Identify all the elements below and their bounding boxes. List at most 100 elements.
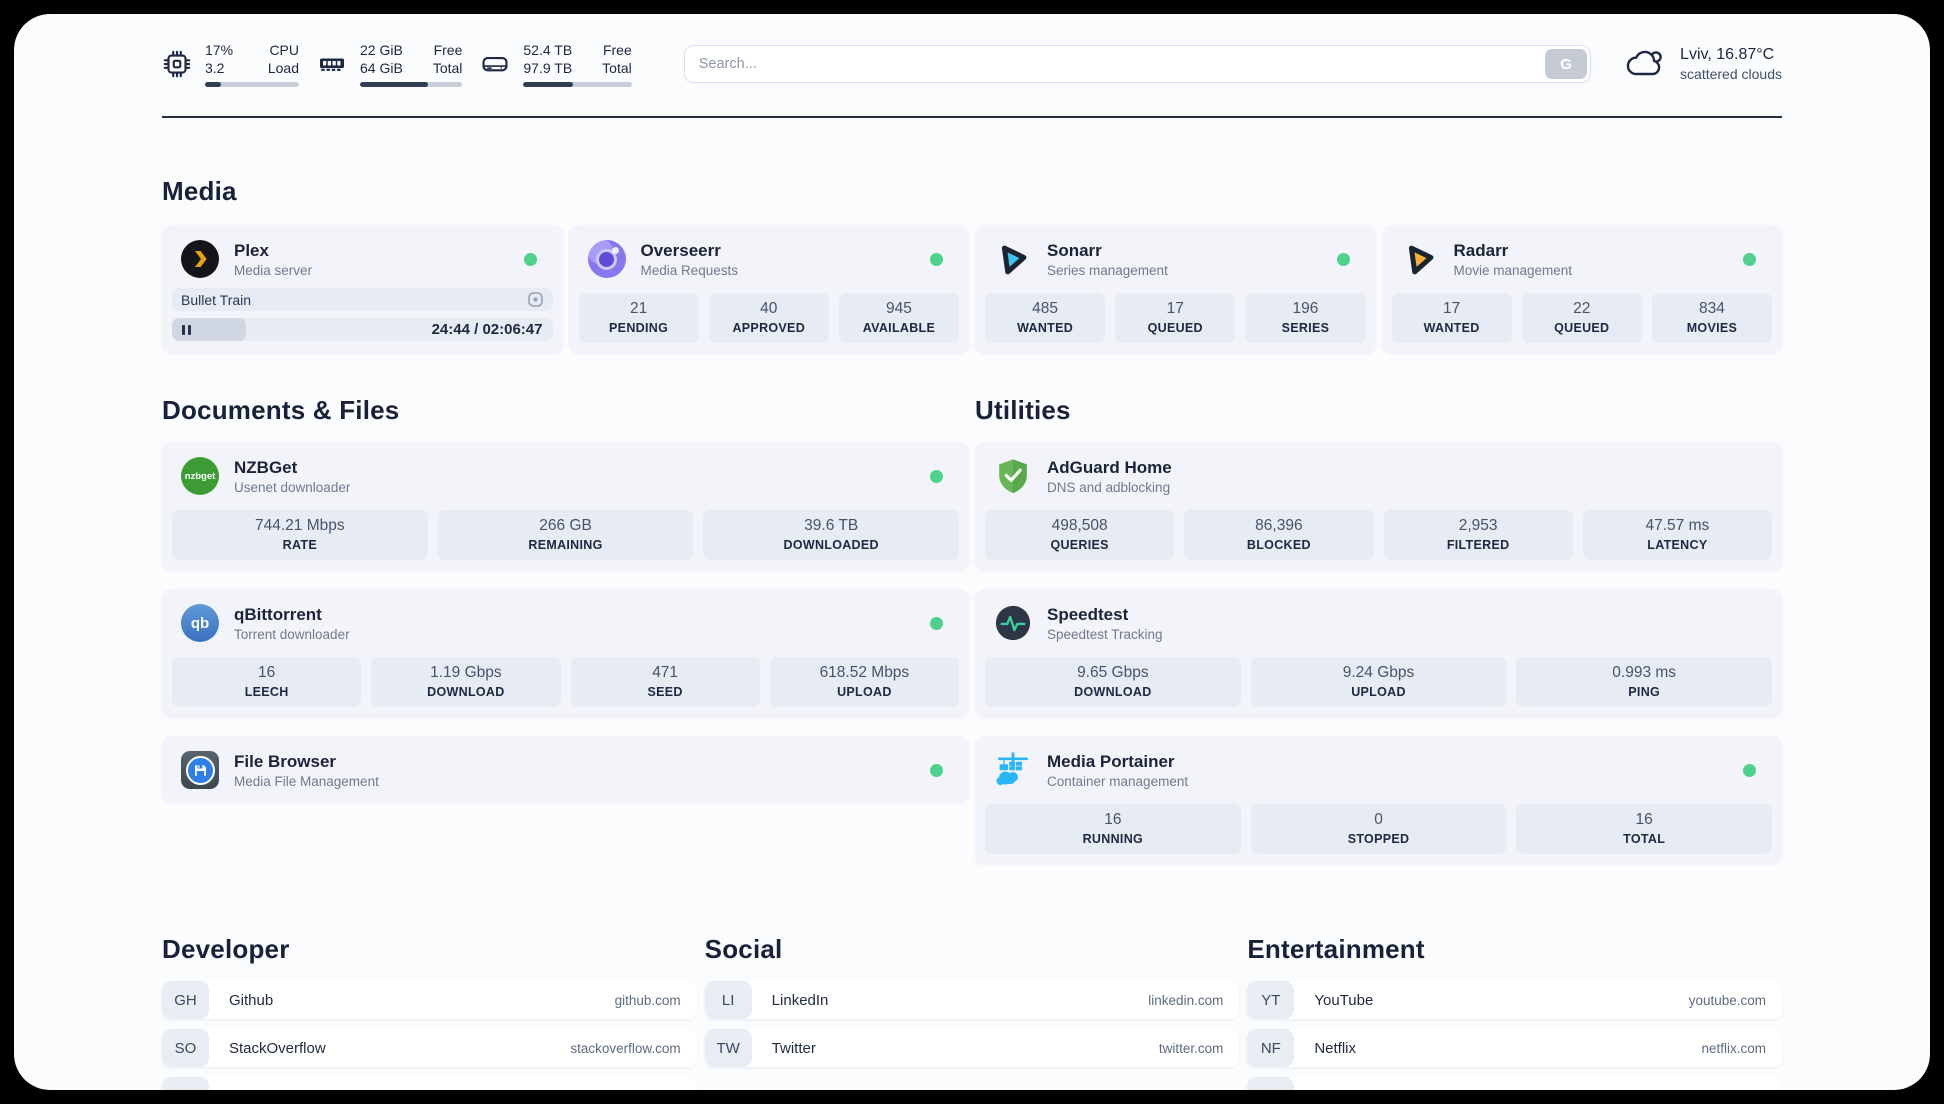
radarr-card[interactable]: Radarr Movie management 17 WANTED 22 QUE… (1381, 225, 1782, 353)
stat-ping: 0.993 ms PING (1516, 657, 1773, 707)
stat-leech: 16 LEECH (172, 657, 362, 707)
section-title-entertainment: Entertainment (1247, 934, 1425, 964)
app-description: Media Requests (640, 262, 739, 278)
cpu-icon (162, 49, 192, 79)
bookmark-name: DEV (229, 1088, 260, 1091)
stat-rate: 744.21 Mbps RATE (172, 510, 428, 560)
disk-total-value: 97.9 TB (523, 60, 573, 76)
memory-free-value: 22 GiB (360, 41, 403, 58)
plex-card[interactable]: Plex Media server Bullet Train (162, 225, 563, 353)
portainer-icon (993, 750, 1033, 790)
plex-icon (180, 239, 220, 279)
stat-running: 16 RUNNING (985, 804, 1241, 854)
app-name: Plex (234, 240, 269, 260)
app-description: Media server (234, 262, 313, 278)
bookmark-name: StackOverflow (229, 1039, 326, 1057)
cpu-progressbar (205, 82, 299, 88)
bookmark-twitter[interactable]: TW Twitter twitter.com (704, 1029, 1240, 1067)
radarr-icon (1400, 239, 1440, 279)
section-title-utilities: Utilities (975, 395, 1071, 425)
bookmark-abbr: GH (162, 981, 209, 1019)
status-dot-online (523, 252, 537, 266)
filebrowser-card[interactable]: File Browser Media File Management (162, 736, 969, 802)
playback-progress-fill (172, 318, 247, 341)
bookmark-youtube[interactable]: YT YouTube youtube.com (1247, 981, 1783, 1019)
bookmark-abbr: SO (162, 1029, 209, 1067)
status-dot-online (930, 763, 943, 777)
pause-icon (182, 324, 191, 335)
bookmark-reddit[interactable]: RE Reddit reddit.com (1247, 1077, 1783, 1091)
adguard-icon (993, 456, 1033, 496)
search-input[interactable] (683, 45, 1592, 83)
now-playing-row: Bullet Train (172, 288, 553, 311)
playback-time: 24:44 / 02:06:47 (431, 321, 543, 338)
stat-downloaded: 39.6 TB DOWNLOADED (703, 510, 960, 560)
bookmark-name: Netflix (1314, 1039, 1357, 1057)
status-dot-online (1743, 252, 1756, 266)
search-bar: G (683, 45, 1592, 83)
speedtest-card[interactable]: Speedtest Speedtest Tracking 9.65 Gbps D… (975, 589, 1782, 717)
bookmark-linkedin[interactable]: LI LinkedIn linkedin.com (704, 981, 1240, 1019)
top-bar: 17% 3.2 CPU Load (162, 36, 1782, 92)
disk-total-label: Total (602, 60, 632, 76)
speedtest-icon (993, 603, 1033, 643)
bookmark-url: youtube.com (1688, 992, 1767, 1008)
bookmark-stackoverflow[interactable]: SO StackOverflow stackoverflow.com (162, 1029, 697, 1067)
section-title-social: Social (704, 934, 783, 964)
section-title-media: Media (162, 176, 237, 206)
app-name: NZBGet (234, 457, 298, 477)
search-provider-button[interactable]: G (1545, 49, 1588, 79)
bookmark-url: github.com (614, 992, 681, 1008)
playback-progress-row: 24:44 / 02:06:47 (172, 318, 553, 341)
app-description: Series management (1047, 262, 1168, 278)
weather-widget: Lviv, 16.87°C scattered clouds (1625, 45, 1782, 84)
stat-series: 196 SERIES (1245, 293, 1366, 343)
portainer-card[interactable]: Media Portainer Container management 16 … (975, 736, 1782, 864)
status-dot-online (930, 252, 943, 266)
cpu-widget: 17% 3.2 CPU Load (162, 41, 299, 88)
bookmark-url: stackoverflow.com (570, 1040, 681, 1056)
bookmark-abbr: NF (1247, 1029, 1295, 1067)
bookmark-name: LinkedIn (771, 991, 829, 1009)
app-name: Overseerr (640, 240, 721, 260)
sonarr-icon (993, 239, 1033, 279)
cpu-load-label: Load (267, 60, 299, 76)
status-dot-online (1743, 763, 1756, 777)
bookmark-name: Reddit (1314, 1088, 1357, 1091)
bookmark-url: linkedin.com (1148, 992, 1224, 1008)
disk-widget: 52.4 TB 97.9 TB Free Total (480, 41, 632, 88)
bookmark-netflix[interactable]: NF Netflix netflix.com (1247, 1029, 1783, 1067)
stat-remaining: 266 GB REMAINING (437, 510, 694, 560)
filebrowser-icon (180, 750, 220, 790)
app-name: Radarr (1453, 240, 1509, 260)
bookmark-name: Twitter (771, 1039, 816, 1057)
app-name: qBittorrent (234, 604, 322, 624)
nzbget-icon: nzbget (180, 456, 220, 496)
stat-download: 9.65 Gbps DOWNLOAD (985, 657, 1241, 707)
section-title-developer: Developer (162, 934, 290, 964)
stat-wanted: 17 WANTED (1391, 293, 1512, 343)
status-dot-online (1336, 252, 1350, 266)
bookmark-abbr: LI (704, 981, 752, 1019)
stat-queued: 22 QUEUED (1521, 293, 1642, 343)
bookmark-dev[interactable]: DT DEV dev.to (162, 1077, 697, 1090)
status-dot-online (930, 616, 943, 630)
qbittorrent-card[interactable]: qb qBittorrent Torrent downloader 16 LEE… (162, 589, 969, 717)
cpu-load-value: 3.2 (205, 60, 225, 76)
stat-latency: 47.57 ms LATENCY (1582, 510, 1772, 560)
memory-total-value: 64 GiB (360, 60, 403, 76)
stat-filtered: 2,953 FILTERED (1383, 510, 1573, 560)
memory-total-label: Total (432, 60, 463, 76)
video-view-icon[interactable] (527, 291, 544, 308)
app-name: Sonarr (1047, 240, 1102, 260)
adguard-card[interactable]: AdGuard Home DNS and adblocking 498,508 … (975, 442, 1782, 570)
nzbget-card[interactable]: nzbget NZBGet Usenet downloader 744.21 M… (162, 442, 969, 570)
stat-seed: 471 SEED (570, 657, 760, 707)
app-name: Speedtest (1047, 604, 1129, 624)
cpu-label: CPU (269, 41, 299, 58)
app-name: Media Portainer (1047, 751, 1175, 771)
overseerr-card[interactable]: Overseerr Media Requests 21 PENDING 40 A… (568, 225, 969, 353)
stat-approved: 40 APPROVED (708, 293, 829, 343)
sonarr-card[interactable]: Sonarr Series management 485 WANTED 17 Q… (975, 225, 1376, 353)
bookmark-github[interactable]: GH Github github.com (162, 981, 697, 1019)
